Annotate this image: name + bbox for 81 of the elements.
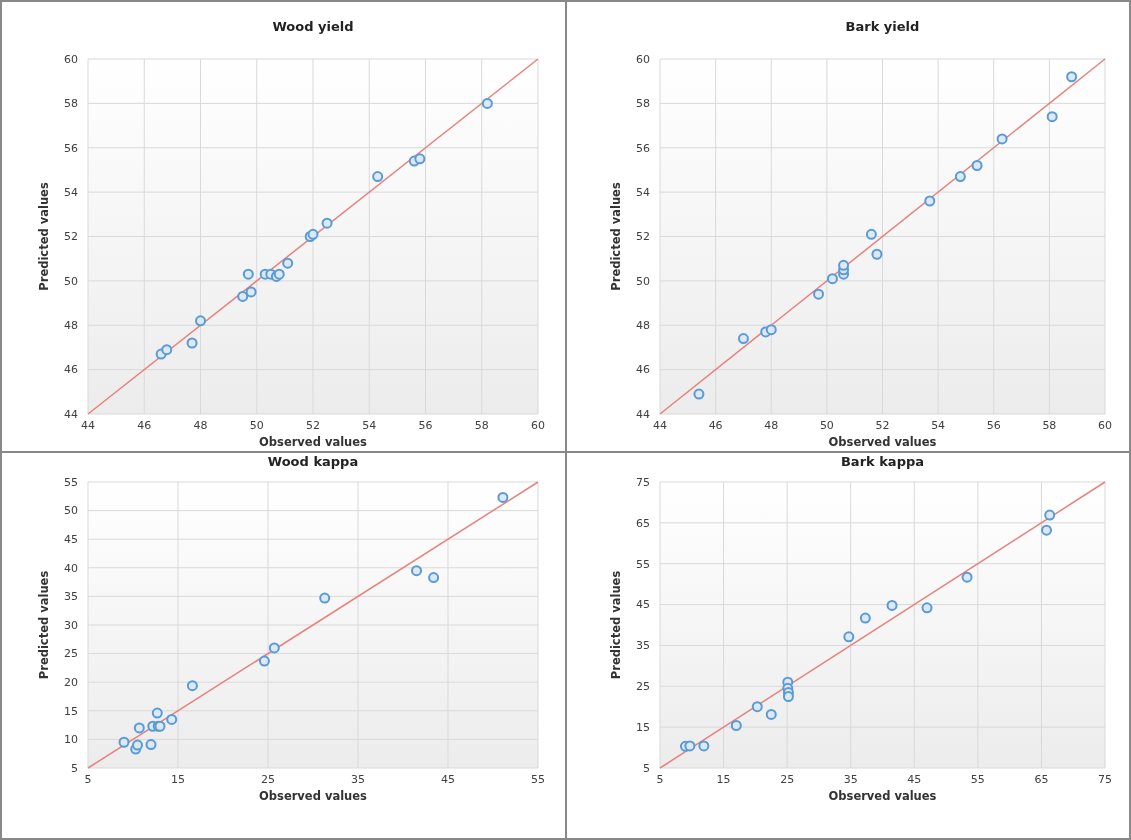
x-tick-label: 48 (193, 419, 208, 432)
y-tick-label: 50 (636, 274, 650, 288)
y-tick-label: 55 (636, 557, 650, 571)
x-tick-label: 60 (531, 419, 545, 432)
y-tick-label: 40 (64, 561, 78, 575)
x-tick-label: 25 (780, 773, 795, 786)
x-tick-label: 56 (986, 419, 1001, 432)
y-tick-label: 65 (636, 516, 650, 530)
y-axis-title: Predicted values (609, 570, 623, 680)
x-tick-label: 46 (137, 419, 152, 432)
x-tick-label: 52 (306, 419, 320, 432)
y-tick-label: 45 (636, 598, 650, 612)
y-tick-label: 15 (636, 720, 650, 734)
x-tick-label: 58 (474, 419, 489, 432)
x-tick-label: 58 (1042, 419, 1057, 432)
chart-title: Bark yield (845, 19, 920, 34)
y-tick-label: 25 (636, 680, 650, 694)
y-tick-label: 60 (636, 52, 650, 66)
x-tick-label: 46 (708, 419, 723, 432)
x-tick-label: 54 (362, 419, 377, 432)
x-tick-label: 54 (931, 419, 946, 432)
y-tick-label: 55 (64, 475, 78, 489)
x-tick-label: 45 (907, 773, 922, 786)
y-tick-label: 60 (64, 52, 78, 66)
x-tick-label: 35 (843, 773, 858, 786)
y-tick-label: 54 (636, 185, 650, 199)
x-tick-label: 15 (171, 773, 185, 786)
y-tick-label: 35 (64, 590, 78, 604)
x-tick-label: 55 (531, 773, 545, 786)
y-tick-label: 56 (636, 141, 650, 155)
x-axis-title: Observed values (828, 435, 937, 449)
y-tick-label: 56 (64, 141, 78, 155)
y-tick-label: 5 (71, 761, 78, 775)
y-tick-label: 46 (64, 363, 78, 377)
x-tick-label: 48 (764, 419, 779, 432)
x-tick-label: 44 (81, 419, 95, 432)
y-tick-label: 46 (636, 363, 650, 377)
chart-title: Bark kappa (840, 454, 925, 469)
x-tick-label: 45 (441, 773, 455, 786)
x-axis-title: Observed values (259, 789, 368, 803)
y-axis-title: Predicted values (609, 182, 623, 291)
y-axis-title: Predicted values (37, 182, 51, 291)
y-axis-title: Predicted values (37, 570, 51, 680)
y-tick-label: 54 (64, 185, 78, 199)
y-tick-label: 58 (636, 97, 650, 111)
y-tick-label: 45 (64, 533, 78, 547)
x-tick-label: 25 (261, 773, 275, 786)
y-tick-label: 48 (636, 319, 650, 333)
y-tick-label: 52 (64, 230, 78, 244)
x-axis-title: Observed values (259, 435, 368, 449)
y-tick-label: 35 (636, 639, 650, 653)
y-tick-label: 50 (64, 274, 78, 288)
y-tick-label: 10 (64, 733, 78, 747)
x-tick-label: 60 (1098, 419, 1112, 432)
y-tick-label: 5 (643, 761, 650, 775)
x-tick-label: 50 (819, 419, 834, 432)
y-tick-label: 15 (64, 704, 78, 718)
x-tick-label: 5 (84, 773, 92, 786)
x-axis-title: Observed values (828, 789, 937, 803)
x-tick-label: 50 (249, 419, 264, 432)
y-tick-label: 50 (64, 504, 78, 518)
x-tick-label: 52 (875, 419, 890, 432)
y-tick-label: 52 (636, 230, 650, 244)
y-tick-label: 30 (64, 618, 78, 632)
x-tick-label: 65 (1034, 773, 1049, 786)
y-tick-label: 20 (64, 676, 78, 690)
chart-title: Wood yield (272, 19, 354, 34)
x-tick-label: 5 (656, 773, 664, 786)
x-tick-label: 15 (716, 773, 731, 786)
x-tick-label: 56 (418, 419, 433, 432)
y-tick-label: 58 (64, 97, 78, 111)
y-tick-label: 44 (636, 407, 650, 421)
y-tick-label: 48 (64, 319, 78, 333)
x-tick-label: 44 (653, 419, 667, 432)
y-tick-label: 75 (636, 475, 650, 489)
x-tick-label: 55 (970, 773, 985, 786)
x-tick-label: 75 (1098, 773, 1112, 786)
y-tick-label: 25 (64, 647, 78, 661)
x-tick-label: 35 (351, 773, 365, 786)
y-tick-label: 44 (64, 407, 78, 421)
chart-title: Wood kappa (267, 454, 359, 469)
